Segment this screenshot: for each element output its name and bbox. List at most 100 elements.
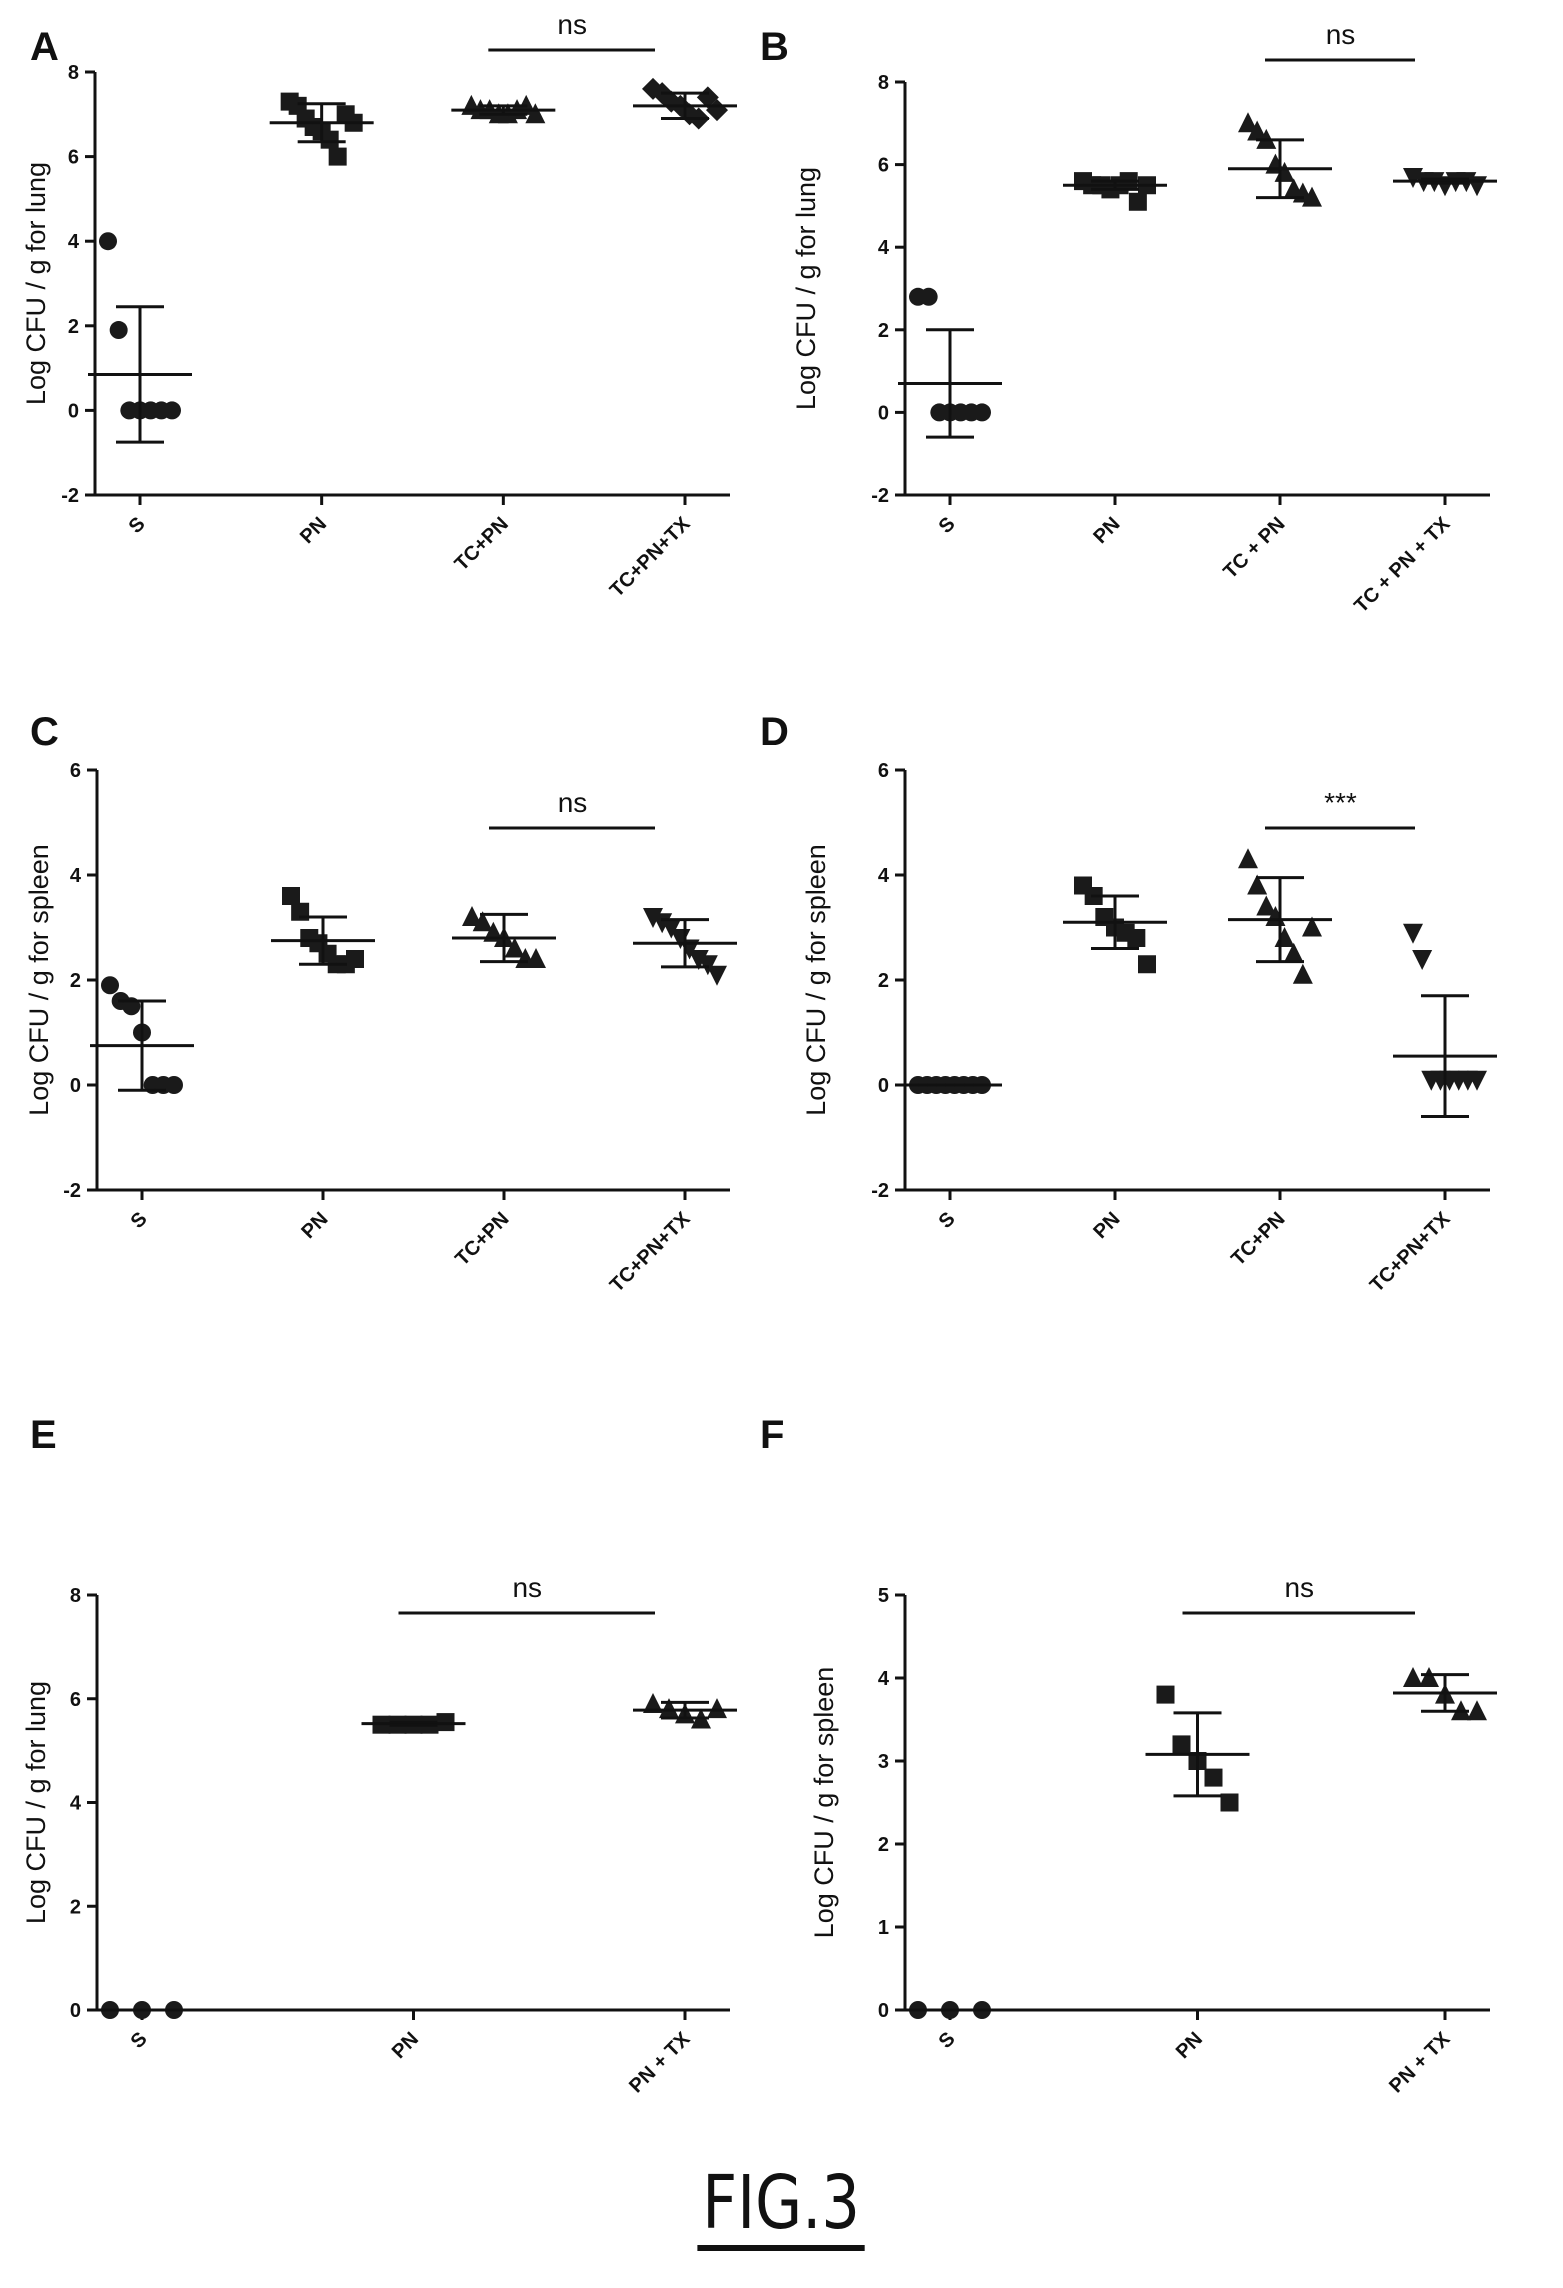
x-tick-label: PN xyxy=(1089,513,1124,548)
x-tick-label: PN + TX xyxy=(625,2028,695,2098)
y-tick-label: 5 xyxy=(878,1585,889,1607)
data-point xyxy=(1292,963,1313,984)
y-axis-label-e: Log CFU / g for lung xyxy=(21,1681,51,1924)
significance-label: ns xyxy=(1326,19,1356,50)
y-tick-label: 6 xyxy=(68,147,79,169)
y-tick-label: 2 xyxy=(70,1896,81,1918)
data-point xyxy=(109,321,128,340)
panel-letter-a: A xyxy=(30,25,59,69)
y-tick-label: 0 xyxy=(70,1075,81,1097)
y-tick-label: 4 xyxy=(70,1793,82,1815)
x-tick-label: PN + TX xyxy=(1385,2028,1455,2098)
data-point xyxy=(1138,955,1156,974)
x-tick-label: PN xyxy=(388,2028,423,2063)
data-point xyxy=(328,147,347,166)
data-point xyxy=(1204,1768,1223,1787)
y-tick-label: 0 xyxy=(878,1075,889,1097)
data-point xyxy=(973,403,991,422)
y-axis-label-d: Log CFU / g for spleen xyxy=(801,844,831,1116)
data-point xyxy=(1283,942,1304,963)
x-tick-label: TC+PN+TX xyxy=(606,513,695,602)
data-point xyxy=(1220,1793,1239,1812)
data-point xyxy=(1127,929,1146,947)
data-point xyxy=(1247,874,1268,895)
data-point xyxy=(1302,916,1322,937)
x-tick-label: TC+PN xyxy=(451,513,513,575)
data-point xyxy=(1274,927,1295,947)
data-point xyxy=(1172,1735,1191,1754)
significance-label: ns xyxy=(557,9,587,40)
panel-c: C -2 0 2 4 6 Log CFU / g for spleen S PN TC+PN TC+… xyxy=(24,710,737,1297)
y-tick-label: 0 xyxy=(68,400,79,422)
data-point xyxy=(101,976,119,995)
significance-label: ns xyxy=(512,1572,542,1603)
data-point xyxy=(1467,1700,1487,1721)
figure-caption-text: FIG.3 xyxy=(697,2164,866,2251)
y-tick-label: 4 xyxy=(878,865,890,887)
data-point xyxy=(525,103,546,124)
data-point xyxy=(346,950,364,968)
y-tick-label: -2 xyxy=(63,1180,81,1202)
data-point xyxy=(504,937,525,958)
x-tick-label: PN xyxy=(1089,1208,1124,1243)
x-tick-label: PN xyxy=(1172,2028,1207,2063)
y-axis-label-a: Log CFU / g for lung xyxy=(21,162,51,405)
y-tick-label: -2 xyxy=(871,485,889,507)
y-tick-label: 8 xyxy=(68,62,79,84)
panel-b: B -2 0 2 4 6 8 Log CFU / g for lung S PN TC + PN TC… xyxy=(760,19,1497,617)
x-tick-label: S xyxy=(127,2028,152,2053)
data-point xyxy=(1256,895,1277,916)
data-point xyxy=(697,955,718,976)
data-point xyxy=(1247,120,1268,141)
y-tick-label: 6 xyxy=(878,155,889,177)
x-tick-label: TC + PN + TX xyxy=(1350,513,1455,618)
data-point xyxy=(688,950,709,970)
data-point xyxy=(707,1698,727,1719)
y-tick-label: 0 xyxy=(70,2000,81,2022)
x-tick-label: S xyxy=(935,2028,960,2053)
y-tick-label: 4 xyxy=(70,865,82,887)
data-point xyxy=(1467,1070,1487,1091)
y-tick-label: 2 xyxy=(878,320,889,342)
panel-d: D -2 0 2 4 6 Log CFU / g for spleen S PN TC+PN TC+… xyxy=(760,710,1497,1297)
data-point xyxy=(1403,923,1423,944)
data-point xyxy=(165,1076,183,1094)
data-point xyxy=(1419,1667,1439,1687)
y-tick-label: 4 xyxy=(878,1668,890,1690)
data-point xyxy=(707,965,727,986)
panel-letter-e: E xyxy=(30,1413,57,1457)
data-point xyxy=(919,287,938,306)
y-tick-label: 2 xyxy=(878,1834,889,1856)
data-point xyxy=(282,887,300,905)
panel-letter-f: F xyxy=(760,1413,784,1457)
panel-e: E 0 2 4 6 8 Log CFU / g for lung S PN PN + TX ns xyxy=(21,1413,737,2097)
x-tick-label: S xyxy=(127,1208,152,1233)
data-point xyxy=(659,1698,679,1719)
y-tick-label: 2 xyxy=(878,970,889,992)
y-tick-label: 2 xyxy=(68,316,79,338)
y-tick-label: 4 xyxy=(878,237,890,259)
panel-letter-c: C xyxy=(30,710,59,754)
data-point xyxy=(1403,1667,1423,1687)
significance-label: *** xyxy=(1324,787,1357,818)
x-tick-label: TC + PN xyxy=(1219,513,1289,583)
panel-letter-b: B xyxy=(760,25,789,69)
x-tick-label: PN xyxy=(296,513,331,548)
y-axis-label-b: Log CFU / g for lung xyxy=(791,167,821,410)
panel-a: A -2 0 2 4 6 8 Log CFU / g for lung S PN TC+PN TC+P… xyxy=(21,9,737,602)
y-tick-label: 6 xyxy=(70,1689,81,1711)
y-tick-label: 1 xyxy=(878,1917,889,1939)
x-tick-label: TC+PN+TX xyxy=(1366,1208,1455,1297)
x-tick-label: S xyxy=(935,513,960,538)
x-tick-label: TC+PN xyxy=(1227,1208,1289,1270)
y-axis-label-f: Log CFU / g for spleen xyxy=(809,1667,839,1939)
data-point xyxy=(1467,176,1487,197)
x-tick-label: PN xyxy=(297,1208,332,1243)
y-tick-label: 3 xyxy=(878,1751,889,1773)
x-tick-label: S xyxy=(935,1208,960,1233)
data-point xyxy=(1238,112,1258,133)
data-point xyxy=(526,948,546,968)
y-tick-label: -2 xyxy=(871,1180,889,1202)
y-tick-label: 4 xyxy=(68,231,80,253)
